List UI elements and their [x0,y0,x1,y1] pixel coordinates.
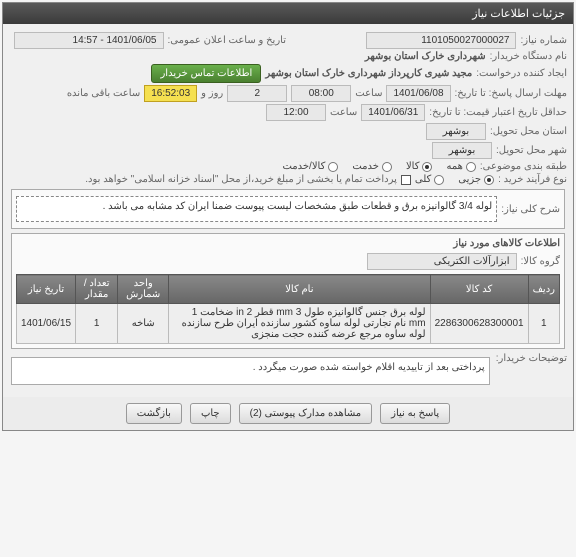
cell-date: 1401/06/15 [17,304,76,344]
remain-label: ساعت باقی مانده [67,88,140,99]
process-label: نوع فرآیند خرید : [498,174,567,185]
panel-body: شماره نیاز: 1101050027000027 تاریخ و ساع… [3,24,573,397]
need-desc-label: شرح کلی نیاز: [501,204,560,215]
th-name: نام کالا [169,275,430,304]
cell-code: 2286300628300001 [430,304,528,344]
days-value: 2 [227,85,287,102]
time-label-1: ساعت [355,88,382,99]
need-desc-block: شرح کلی نیاز: لوله 3/4 گالوانیزه برق و ق… [11,189,565,229]
device-value: شهرداری خارک استان بوشهر [365,51,486,62]
panel-title: جزئیات اطلاعات نیاز [3,3,573,24]
cell-name: لوله برق جنس گالوانیزه طول 3 mm قطر 2 in… [169,304,430,344]
radio-all[interactable]: همه [446,161,475,172]
radio-goods-service[interactable]: کالا/خدمت [282,161,338,172]
explain-label: توضیحات خریدار: [496,353,567,364]
announce-label: تاریخ و ساعت اعلان عمومی: [168,35,287,46]
goods-section-title: اطلاعات کالاهای مورد نیاز [16,238,560,249]
contact-buyer-button[interactable]: اطلاعات تماس خریدار [151,64,261,83]
deadline-label: مهلت ارسال پاسخ: تا تاریخ: [455,88,567,99]
details-panel: جزئیات اطلاعات نیاز شماره نیاز: 11010500… [2,2,574,431]
device-label: نام دستگاه خریدار: [490,51,567,62]
deadline-date: 1401/06/08 [386,85,450,102]
days-label: روز و [201,88,223,99]
goods-section: اطلاعات کالاهای مورد نیاز گروه کالا: ابز… [11,233,565,349]
cell-unit: شاخه [118,304,169,344]
announce-value: 1401/06/05 - 14:57 [14,32,164,49]
explain-value: پرداختی بعد از تاییدیه اقلام خواسته شده … [11,357,490,385]
back-button[interactable]: بازگشت [126,403,182,424]
minvalid-date: 1401/06/31 [361,104,425,121]
radio-goods[interactable]: کالا [406,161,433,172]
need-desc-text: لوله 3/4 گالوانیزه برق و قطعات طبق مشخصا… [16,196,497,222]
th-date: تاریخ نیاز [17,275,76,304]
origin-label: استان محل تحویل: [490,126,567,137]
radio-partial[interactable]: جزیی [458,174,494,185]
creator-value: مجید شیری کارپرداز شهرداری خارک استان بو… [265,68,472,79]
th-code: کد کالا [430,275,528,304]
origin-value: بوشهر [426,123,486,140]
category-label: طبقه بندی موضوعی: [480,161,567,172]
minvalid-time: 12:00 [266,104,326,121]
city-value: بوشهر [432,142,492,159]
radio-full[interactable]: کلی [415,174,444,185]
remaining-time: 16:52:03 [144,85,197,102]
radio-service[interactable]: خدمت [352,161,392,172]
items-table: ردیف کد کالا نام کالا واحد شمارش تعداد /… [16,274,560,344]
pay-checkbox[interactable] [401,175,411,185]
goods-group-label: گروه کالا: [521,256,560,267]
cell-row: 1 [528,304,559,344]
time-label-2: ساعت [330,107,357,118]
th-qty: تعداد / مقدار [76,275,118,304]
category-radios: همه کالا خدمت کالا/خدمت [282,161,475,172]
need-no-label: شماره نیاز: [520,35,567,46]
deadline-time: 08:00 [291,85,351,102]
table-row: 1 2286300628300001 لوله برق جنس گالوانیز… [17,304,560,344]
pay-note: پرداخت تمام یا بخشی از مبلغ خرید،از محل … [85,174,397,185]
th-unit: واحد شمارش [118,275,169,304]
need-no-value: 1101050027000027 [366,32,516,49]
minvalid-label: حداقل تاریخ اعتبار قیمت: تا تاریخ: [429,107,567,118]
cell-qty: 1 [76,304,118,344]
process-radios: جزیی کلی [415,174,494,185]
attachments-button[interactable]: مشاهده مدارک پیوستی (2) [239,403,373,424]
print-button[interactable]: چاپ [190,403,231,424]
creator-label: ایجاد کننده درخواست: [476,68,567,79]
footer-buttons: پاسخ به نیاز مشاهده مدارک پیوستی (2) چاپ… [3,397,573,430]
goods-group-value: ابزارآلات الکتریکی [367,253,517,270]
reply-button[interactable]: پاسخ به نیاز [380,403,450,424]
th-row: ردیف [528,275,559,304]
city-label: شهر محل تحویل: [496,145,567,156]
